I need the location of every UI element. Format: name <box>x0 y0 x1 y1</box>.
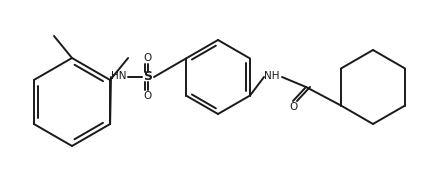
Text: O: O <box>144 91 152 101</box>
Text: S: S <box>144 70 153 82</box>
Text: O: O <box>144 53 152 63</box>
Text: NH: NH <box>264 71 280 81</box>
Text: O: O <box>289 102 297 112</box>
Text: HN: HN <box>111 71 127 81</box>
